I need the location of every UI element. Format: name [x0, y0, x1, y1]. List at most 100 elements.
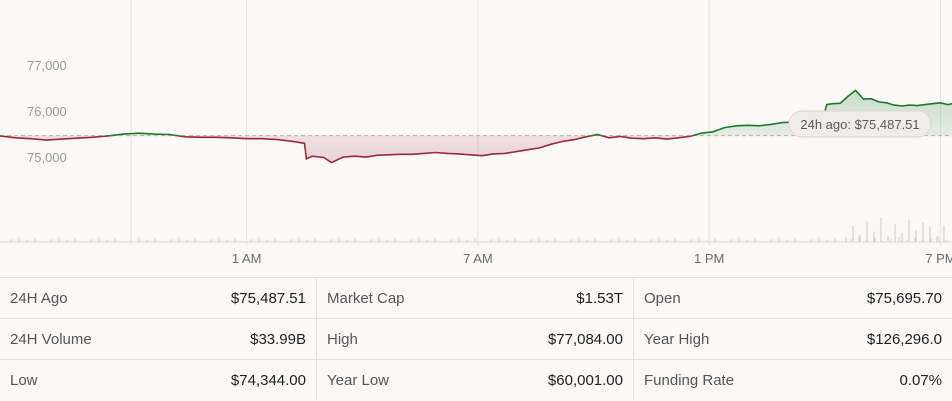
stat-cell: Year High $126,296.0 [634, 319, 952, 360]
stat-cell: Low $74,344.00 [0, 360, 317, 401]
price-point [901, 105, 903, 107]
price-point [354, 155, 356, 157]
area-below-reference [0, 135, 952, 163]
price-point [122, 133, 124, 135]
price-point [781, 122, 784, 124]
price-point [45, 139, 47, 141]
price-point [61, 138, 63, 140]
stat-label: Open [644, 289, 681, 307]
price-point [400, 153, 402, 155]
price-point [643, 138, 645, 140]
price-point [458, 153, 460, 155]
price-point [276, 139, 279, 141]
stat-value: $75,695.70 [866, 289, 942, 307]
price-point [446, 152, 448, 154]
price-point [330, 162, 333, 164]
price-point [481, 155, 483, 157]
price-point [847, 95, 849, 97]
price-point [893, 104, 895, 106]
x-tick-label: 1 PM [694, 251, 724, 266]
price-point [666, 138, 668, 140]
y-tick-label: 76,000 [27, 104, 67, 119]
price-point [504, 152, 506, 154]
y-tick-label: 75,000 [27, 150, 67, 165]
price-point [712, 131, 714, 133]
stat-value: $33.99B [250, 330, 306, 348]
price-point [365, 156, 367, 158]
price-point [870, 98, 872, 100]
stat-cell: Year Low $60,001.00 [317, 360, 634, 401]
stat-label: Market Cap [327, 289, 405, 307]
price-chart[interactable]: 76,000 77,000 75,000 24h ago: $75,487.51 1 A… [0, 0, 952, 277]
stat-value: 0.07% [899, 372, 942, 389]
reference-tooltip-text: 24h ago: $75,487.51 [800, 117, 919, 132]
price-point [689, 135, 691, 137]
y-tick-label: 77,000 [27, 58, 67, 73]
price-point [596, 133, 599, 136]
stat-value: $126,296.0 [866, 330, 942, 348]
stat-label: 24H Volume [10, 330, 92, 348]
price-point [724, 127, 726, 129]
stat-label: High [327, 330, 358, 348]
price-point [292, 140, 294, 142]
price-point [878, 101, 880, 103]
price-point [585, 136, 587, 138]
price-point [76, 137, 78, 139]
stat-value: $75,487.51 [230, 289, 306, 307]
price-point [932, 103, 934, 105]
stat-cell: High $77,084.00 [317, 319, 634, 360]
price-point [215, 136, 217, 138]
stat-cell: 24H Volume $33.99B [0, 319, 317, 360]
price-point [539, 147, 541, 149]
price-point [469, 154, 471, 156]
reference-tooltip [788, 110, 932, 138]
price-point [138, 132, 140, 134]
price-line-up [0, 89, 952, 136]
price-point [305, 158, 307, 160]
stat-cell: Open $75,695.70 [634, 278, 952, 319]
price-point [562, 140, 564, 142]
stat-value: $60,001.00 [547, 372, 623, 389]
price-point [261, 138, 263, 140]
price-point [916, 105, 918, 107]
stat-label: Funding Rate [644, 372, 735, 389]
price-point [909, 104, 911, 106]
stat-value: $1.53T [576, 289, 623, 307]
price-point [608, 137, 610, 139]
price-point [199, 136, 201, 138]
price-point [770, 123, 772, 125]
stats-grid: 24H Ago $75,487.51 Market Cap $1.53T Open $… [0, 277, 952, 401]
price-point [434, 151, 437, 154]
x-tick-label: 7 AM [463, 251, 493, 266]
price-point [735, 125, 737, 127]
price-point [924, 104, 926, 106]
price-point [91, 136, 94, 138]
price-point [246, 138, 248, 140]
price-point [492, 153, 494, 155]
price-point [388, 154, 390, 156]
price-point [377, 154, 379, 156]
price-point [826, 104, 828, 106]
price-point [947, 104, 949, 106]
stat-label: Year Low [327, 372, 389, 389]
price-point [411, 153, 413, 155]
price-point [550, 143, 552, 145]
price-point [107, 135, 109, 137]
price-point [423, 152, 425, 154]
stat-cell: Market Cap $1.53T [317, 278, 634, 319]
price-point [515, 151, 518, 153]
price-point [747, 124, 749, 126]
price-point [323, 156, 325, 159]
price-point [342, 156, 344, 158]
price-point [677, 137, 679, 139]
price-point [855, 89, 857, 91]
stat-label: 24H Ago [10, 289, 68, 307]
price-point [153, 133, 155, 135]
price-chart-svg: 76,000 77,000 75,000 24h ago: $75,487.51 1 A… [0, 0, 952, 266]
price-point [885, 102, 888, 104]
price-point [14, 137, 16, 139]
stat-value: $77,084.00 [547, 330, 623, 348]
price-point [303, 142, 306, 144]
price-point [758, 125, 760, 127]
price-point [311, 155, 313, 157]
